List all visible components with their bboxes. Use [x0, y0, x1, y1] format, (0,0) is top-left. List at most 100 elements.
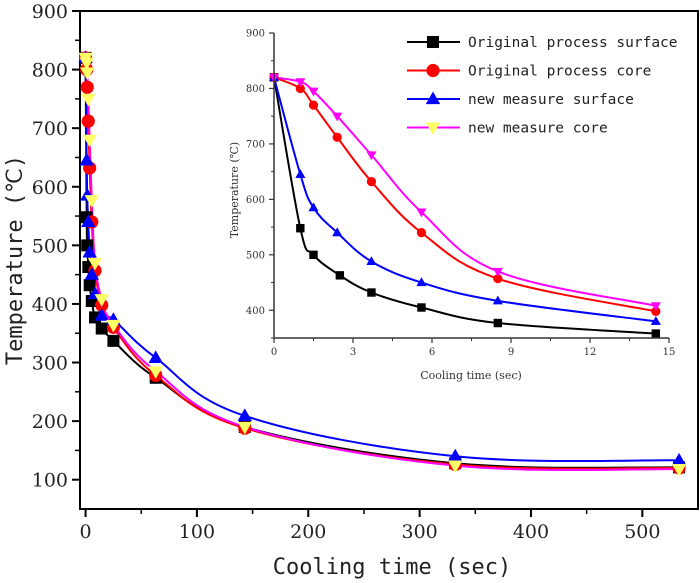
legend-label: new measure surface	[468, 92, 634, 108]
inset-data-point	[335, 271, 345, 280]
main-y-axis: 100 200 300 400 500 600 700 800 900	[32, 1, 80, 492]
y-tick-label: 700	[32, 118, 68, 140]
data-point	[84, 195, 100, 208]
data-point	[83, 279, 96, 292]
data-point	[80, 67, 95, 81]
x-tick-label: 400	[513, 521, 549, 543]
inset-data-point	[416, 277, 427, 287]
legend-entry-new-core: new measure core	[407, 121, 608, 137]
legend-marker-circle-icon	[407, 63, 460, 78]
inset-data-point	[416, 208, 427, 218]
data-point	[79, 152, 94, 166]
inset-data-point	[493, 318, 503, 328]
inset-data-point	[295, 78, 306, 88]
inset-series-line-original-process-core	[273, 76, 657, 313]
data-point	[84, 267, 100, 280]
inset-series-markers-new-measure-surface	[268, 72, 661, 325]
data-point	[448, 448, 463, 462]
inset-data-point	[492, 267, 503, 277]
data-point	[95, 322, 108, 335]
data-point	[148, 350, 163, 363]
x-tick-label: 0	[80, 521, 92, 543]
main-plot-frame	[79, 10, 699, 510]
data-point	[80, 80, 94, 94]
series-markers-new-measure-surface	[78, 50, 687, 466]
inset-data-point	[417, 303, 426, 312]
inset-data-point	[650, 316, 661, 325]
legend-marker	[425, 91, 441, 105]
inset-y-tick-label: 500	[246, 250, 265, 261]
legend-marker	[425, 122, 441, 135]
data-point	[671, 452, 687, 466]
inset-y-axis-title: Temperature (℃)	[228, 142, 241, 238]
data-point	[94, 308, 109, 321]
inset-series-markers-original-process-surface	[269, 73, 661, 338]
inset-y-tick-label: 700	[246, 139, 265, 150]
inset-y-tick-label: 600	[246, 195, 265, 206]
legend-label: new measure core	[468, 121, 608, 137]
data-point	[671, 464, 687, 477]
inset-x-tick-label: 12	[584, 347, 597, 358]
main-x-axis: 0 100 200 300 400 500	[80, 509, 660, 543]
legend-label: Original process core	[468, 64, 651, 80]
y-tick-label: 500	[32, 235, 68, 257]
main-y-axis-title: Temperature (℃)	[3, 155, 28, 365]
inset-y-tick-label: 900	[246, 29, 265, 40]
main-x-axis-title: Cooling time (sec)	[273, 555, 511, 580]
inset-data-point	[332, 132, 342, 142]
data-point	[107, 334, 120, 347]
series-line-new-measure-surface	[84, 57, 680, 463]
inset-data-point	[309, 250, 318, 260]
inset-x-tick-label: 9	[508, 347, 514, 358]
inset-data-point	[296, 224, 305, 233]
legend-label: Original process surface	[468, 35, 678, 51]
data-point	[87, 257, 103, 271]
y-tick-label: 600	[32, 177, 68, 199]
inset-series-line-new-measure-core	[273, 76, 657, 307]
inset-x-tick-label: 0	[271, 347, 277, 358]
inset-axes: 0 3 6 9 12 15 400 500 600 700 800 900	[246, 29, 675, 359]
x-tick-label: 500	[624, 521, 660, 543]
inset-data-point	[308, 87, 319, 97]
inset-series-group	[268, 72, 661, 338]
series-markers-new-measure-core	[78, 52, 687, 477]
data-point	[82, 244, 97, 258]
inset-series-markers-new-measure-core	[268, 73, 661, 312]
data-point	[148, 366, 163, 379]
inset-data-point	[366, 256, 377, 266]
x-tick-label: 100	[179, 521, 215, 543]
series-markers-original-process-core	[78, 51, 686, 475]
legend-marker-square-icon	[407, 36, 460, 48]
series-line-original-process-core	[84, 57, 680, 470]
inset-data-point	[367, 288, 376, 297]
inset-data-point	[332, 112, 343, 122]
inset-data-point	[295, 83, 305, 94]
data-point	[81, 214, 96, 228]
inset-data-point	[493, 274, 503, 284]
legend-entry-original-surface: Original process surface	[407, 35, 678, 51]
inset-x-tick-label: 6	[429, 347, 435, 358]
inset-series-markers-original-process-core	[269, 72, 661, 317]
inset-series-line-new-measure-surface	[273, 77, 656, 323]
y-tick-label: 400	[32, 294, 68, 316]
inset-x-axis-title: Cooling time (sec)	[420, 369, 522, 382]
data-point	[81, 114, 95, 128]
legend-marker	[427, 36, 439, 48]
inset-series-line-original-process-surface	[273, 77, 656, 335]
series-markers-original-process-surface	[79, 51, 686, 474]
y-tick-label: 300	[32, 353, 68, 375]
x-tick-label: 300	[401, 521, 437, 543]
data-point	[237, 421, 252, 435]
inset-data-point	[651, 329, 661, 338]
main-plot: 0 100 200 300 400 500 100 200 300 400 500 600 700 80…	[3, 1, 699, 580]
data-point	[79, 57, 94, 71]
legend-marker-triangle-down-icon	[407, 122, 460, 135]
series-line-original-process-surface	[84, 57, 680, 469]
inset-data-point	[308, 100, 319, 110]
data-point	[81, 93, 96, 107]
inset-data-point	[332, 227, 343, 237]
inset-x-tick-label: 3	[350, 347, 356, 358]
inset-y-tick-label: 800	[246, 84, 265, 95]
data-point	[106, 319, 121, 333]
